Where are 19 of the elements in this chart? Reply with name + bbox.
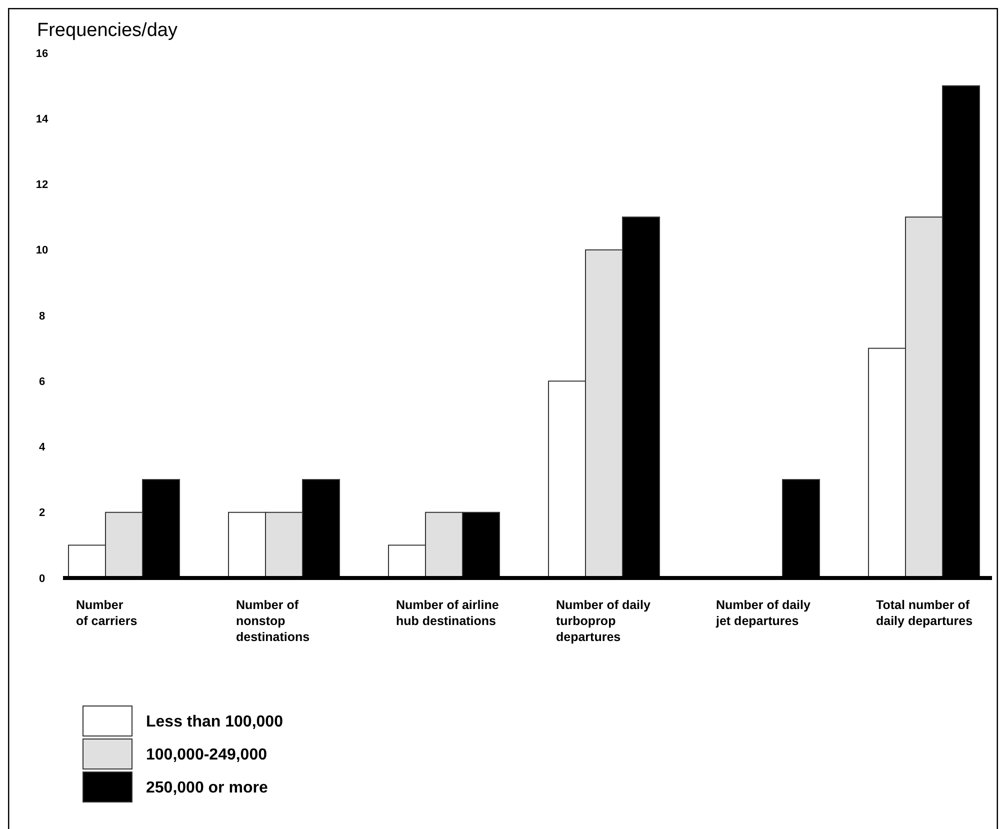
y-tick-label: 8: [38, 310, 46, 322]
y-tick-label: 14: [36, 113, 49, 126]
y-tick-label: 12: [36, 179, 48, 192]
legend-label: 100,000-249,000: [146, 746, 268, 764]
legend-label: Less than 100,000: [146, 714, 284, 731]
y-tick-label: 10: [36, 244, 48, 257]
x-tick-label: Number of daily turboprop departures: [556, 598, 651, 644]
x-tick-label: Number of daily jet departures: [715, 598, 811, 628]
y-tick-label: 2: [38, 507, 46, 520]
y-tick-label: 0: [38, 572, 46, 585]
y-axis-title: Frequencies/day: [37, 20, 178, 41]
legend-label: 250,000 or more: [146, 780, 268, 797]
y-tick-label: 6: [38, 376, 46, 388]
x-tick-label: Number of airline hub destinations: [396, 598, 499, 628]
x-tick-label: Number of nonstop destinations: [236, 598, 310, 644]
x-tick-label: Number of carriers: [76, 598, 138, 628]
x-tick-label: Total number of daily departures: [876, 598, 973, 628]
y-tick-label: 16: [36, 48, 48, 60]
y-tick-label: 4: [38, 442, 46, 454]
